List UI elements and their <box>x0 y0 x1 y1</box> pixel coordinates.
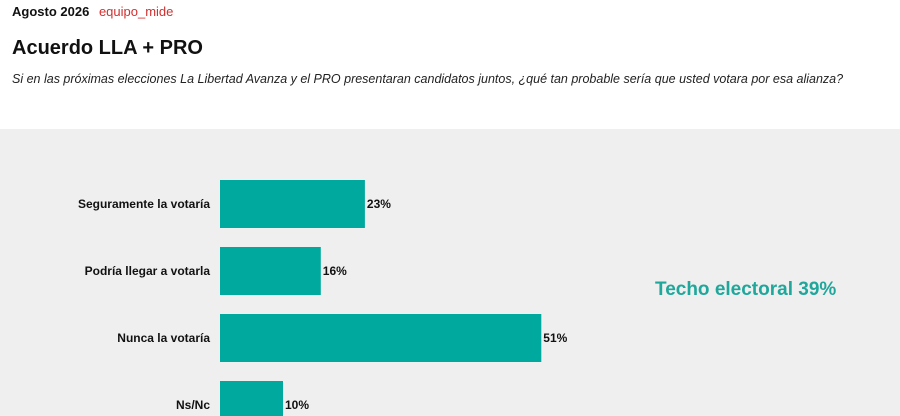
value-label-seguramente-la-votaria: 23% <box>367 197 391 211</box>
bar-seguramente-la-votaria <box>220 180 365 228</box>
value-label-podria-llegar-a-votarla: 16% <box>323 264 347 278</box>
bar-chart: Seguramente la votaría 23% Podría llegar a… <box>78 180 568 416</box>
category-label-podria-llegar-a-votarla: Podría llegar a votarla <box>85 264 211 278</box>
chart-panel <box>0 129 900 416</box>
bar-nunca-la-votaria <box>220 314 542 362</box>
electoral-ceiling-callout: Techo electoral 39% <box>655 279 837 300</box>
bar-ns-nc <box>220 381 283 416</box>
survey-date: Agosto 2026 <box>12 4 90 19</box>
category-label-nunca-la-votaria: Nunca la votaría <box>117 331 210 345</box>
brand-label: equipo_mide <box>98 4 174 19</box>
value-label-ns-nc: 10% <box>285 398 309 412</box>
survey-question: Si en las próximas elecciones La Liberta… <box>12 72 844 86</box>
header-meta: Agosto 2026 equipo_mide <box>12 4 173 19</box>
bar-podria-llegar-a-votarla <box>220 247 321 295</box>
category-label-ns-nc: Ns/Nc <box>176 398 210 412</box>
value-label-nunca-la-votaria: 51% <box>543 331 567 345</box>
category-label-seguramente-la-votaria: Seguramente la votaría <box>78 197 210 211</box>
chart-title: Acuerdo LLA + PRO <box>12 37 203 59</box>
